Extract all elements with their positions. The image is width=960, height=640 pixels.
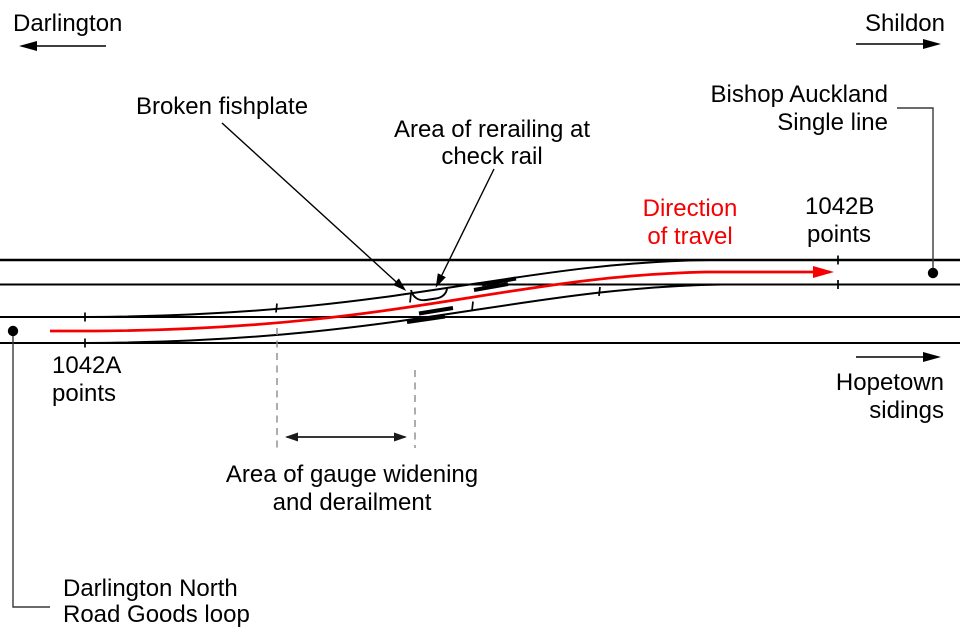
points-1042b-label-line2: points: [807, 221, 871, 248]
broken-fishplate-tick: [409, 293, 412, 303]
bishop-auckland-label-line1: Bishop Auckland: [711, 81, 888, 108]
points-1042b-label-line1: 1042B: [805, 193, 874, 220]
bishop-auckland-label-line2: Single line: [777, 109, 888, 136]
broken-fishplate-label: Broken fishplate: [136, 93, 308, 120]
rerailing-label-line2: check rail: [441, 143, 542, 170]
check-rail-pointer: [435, 168, 495, 288]
shildon-label: Shildon: [865, 10, 945, 37]
labels: Darlington Shildon Broken fishplate Area…: [13, 10, 945, 628]
direction-arrows: [19, 39, 941, 362]
single-line-connector: [897, 107, 934, 268]
crossover-upper-rail: [84, 259, 711, 318]
gauge-widening-label-line1: Area of gauge widening: [226, 461, 478, 488]
upper-frog-mark-2: [481, 276, 517, 287]
rerailing-label-line1: Area of rerailing at: [394, 116, 590, 143]
gauge-widening-measure: [276, 328, 416, 448]
points-1042a-label-line1: 1042A: [52, 352, 121, 379]
hopetown-label-line1: Hopetown: [836, 369, 944, 396]
joint-tick-1: [275, 303, 278, 313]
lower-frog-mark-1: [418, 306, 454, 316]
joint-tick-3: [598, 286, 601, 297]
check-rail-symbol: [410, 288, 448, 302]
goods-loop-dot: [7, 325, 19, 337]
goods-loop-connector: [12, 336, 50, 608]
callout-connectors: [7, 107, 939, 608]
direction-of-travel-route: [50, 266, 834, 333]
lower-frog-mark-2: [406, 314, 446, 324]
points-1042a-label-line2: points: [52, 380, 116, 407]
broken-fishplate-pointer: [221, 122, 407, 292]
crossing-details: [84, 255, 839, 348]
gauge-widening-label-line2: and derailment: [273, 489, 432, 516]
direction-of-travel-label-line2: of travel: [647, 223, 732, 250]
goods-loop-label-line1: Darlington North: [63, 575, 238, 602]
joint-tick-2: [471, 301, 474, 311]
direction-of-travel-label-line1: Direction: [643, 195, 738, 222]
single-line-dot: [927, 267, 939, 279]
goods-loop-label-line2: Road Goods loop: [63, 601, 250, 628]
hopetown-label-line2: sidings: [869, 397, 944, 424]
darlington-label: Darlington: [13, 10, 122, 37]
upper-frog-mark-1: [473, 282, 509, 292]
